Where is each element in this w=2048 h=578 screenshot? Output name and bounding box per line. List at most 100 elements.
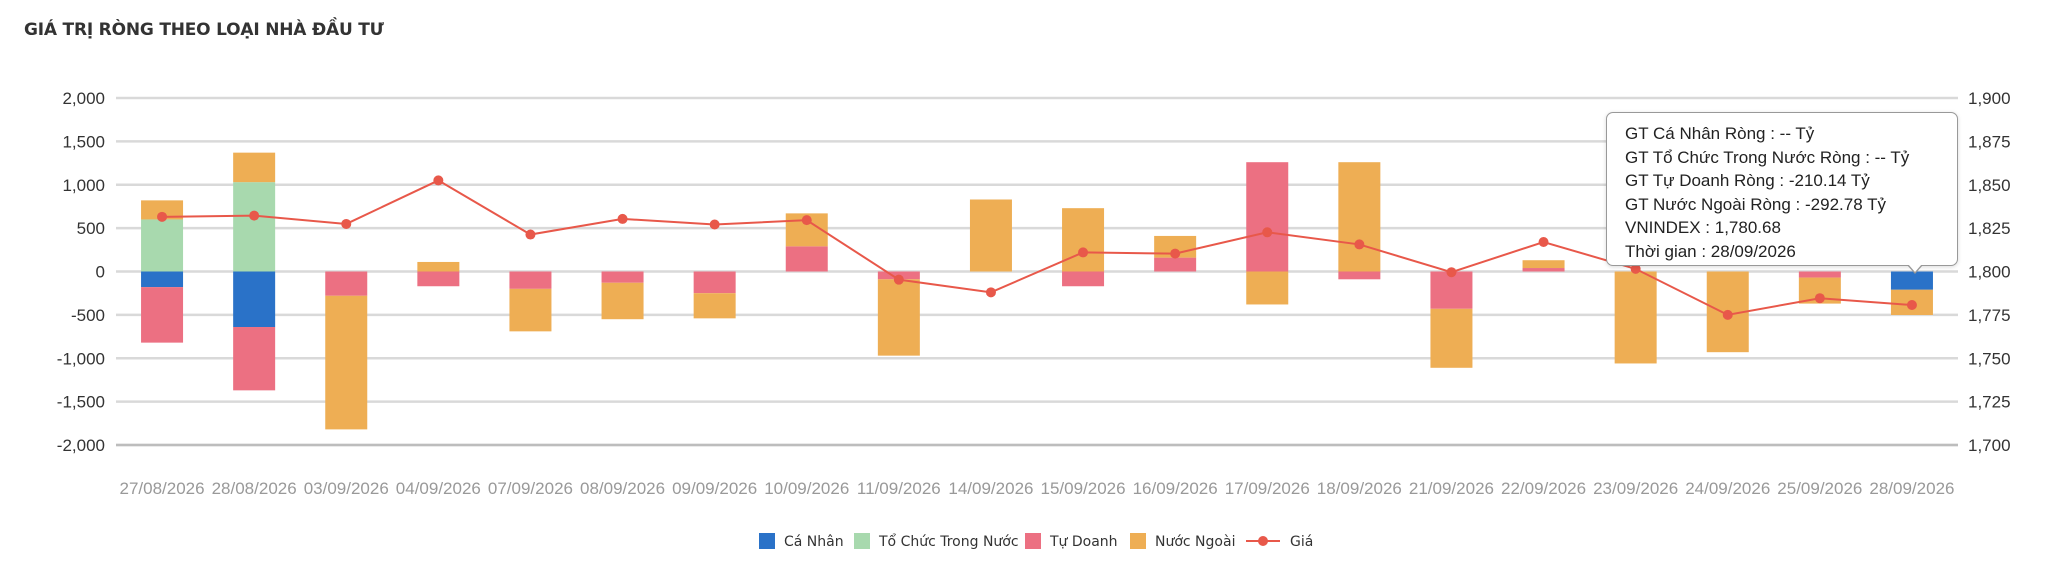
price-point[interactable] bbox=[249, 210, 260, 221]
price-point[interactable] bbox=[1262, 227, 1273, 238]
bar-cá-nhân[interactable] bbox=[233, 271, 276, 328]
legend-item-2[interactable]: Tổ Chức Trong Nước bbox=[854, 533, 1019, 550]
bar-nước-ngoài[interactable] bbox=[1246, 271, 1289, 305]
y-right-tick-label: 1,775 bbox=[1968, 306, 2011, 325]
tooltip-row: GT Nước Ngoài Ròng : -292.78 Tỷ bbox=[1625, 194, 1886, 214]
bar-nước-ngoài[interactable] bbox=[417, 261, 460, 272]
bar-nước-ngoài[interactable] bbox=[1062, 208, 1105, 272]
y-left-tick-label: -1,000 bbox=[57, 349, 105, 368]
bar-nước-ngoài[interactable] bbox=[969, 199, 1012, 272]
price-point[interactable] bbox=[1906, 300, 1917, 311]
price-point[interactable] bbox=[157, 211, 168, 222]
x-tick-label: 03/09/2026 bbox=[304, 479, 389, 498]
price-point[interactable] bbox=[1630, 263, 1641, 274]
legend-item-1[interactable]: Cá Nhân bbox=[759, 533, 844, 550]
x-tick-label: 15/09/2026 bbox=[1041, 479, 1126, 498]
bar-nước-ngoài[interactable] bbox=[1614, 271, 1657, 364]
x-tick-label: 23/09/2026 bbox=[1593, 479, 1678, 498]
price-point[interactable] bbox=[1170, 248, 1181, 259]
y-left-tick-label: 1,000 bbox=[62, 176, 105, 195]
price-point[interactable] bbox=[1722, 309, 1733, 320]
price-point[interactable] bbox=[617, 213, 628, 224]
price-point[interactable] bbox=[1538, 237, 1549, 248]
x-tick-label: 16/09/2026 bbox=[1133, 479, 1218, 498]
bar-tự-doanh[interactable] bbox=[601, 271, 644, 283]
bar-tự-doanh[interactable] bbox=[693, 271, 736, 294]
bar-tự-doanh[interactable] bbox=[417, 271, 460, 287]
bar-tự-doanh[interactable] bbox=[1798, 271, 1841, 278]
price-point[interactable] bbox=[985, 287, 996, 298]
x-tick-label: 17/09/2026 bbox=[1225, 479, 1310, 498]
x-tick-label: 07/09/2026 bbox=[488, 479, 573, 498]
x-tick-label: 14/09/2026 bbox=[948, 479, 1033, 498]
y-left-tick-label: -500 bbox=[71, 306, 105, 325]
x-axis: 27/08/2026 28/08/2026 03/09/2026 04/09/2026… bbox=[120, 479, 1955, 498]
legend-swatch bbox=[1130, 533, 1146, 549]
bar-tự-doanh[interactable] bbox=[1154, 257, 1197, 272]
tooltip-caret-inner bbox=[1908, 264, 1922, 272]
legend-item-5[interactable]: Giá bbox=[1246, 534, 1313, 550]
y-left-tick-label: -2,000 bbox=[57, 436, 105, 455]
y-right-tick-label: 1,700 bbox=[1968, 436, 2011, 455]
legend-item-4[interactable]: Nước Ngoài bbox=[1130, 533, 1235, 550]
bar-tự-doanh[interactable] bbox=[233, 327, 276, 391]
bar-nước-ngoài[interactable] bbox=[233, 152, 276, 183]
bar-nước-ngoài[interactable] bbox=[1338, 162, 1381, 272]
tooltip-row: GT Tổ Chức Trong Nước Ròng : -- Tỷ bbox=[1625, 147, 1910, 167]
legend-label: Giá bbox=[1290, 534, 1313, 550]
chart-title: GIÁ TRỊ RÒNG THEO LOẠI NHÀ ĐẦU TƯ bbox=[24, 20, 384, 40]
bar-nước-ngoài[interactable] bbox=[141, 200, 184, 220]
tooltip-row: Thời gian : 28/09/2026 bbox=[1625, 241, 1796, 261]
bar-tự-doanh[interactable] bbox=[1062, 271, 1105, 287]
bar-tổ-chức-trong-nước[interactable] bbox=[141, 219, 184, 272]
bar-cá-nhân[interactable] bbox=[1890, 271, 1933, 290]
price-point[interactable] bbox=[433, 175, 444, 186]
price-point[interactable] bbox=[893, 274, 904, 285]
price-point[interactable] bbox=[801, 215, 812, 226]
x-tick-label: 25/09/2026 bbox=[1777, 479, 1862, 498]
bar-tự-doanh[interactable] bbox=[1522, 268, 1565, 272]
bar-nước-ngoài[interactable] bbox=[325, 295, 368, 430]
x-tick-label: 22/09/2026 bbox=[1501, 479, 1586, 498]
price-point[interactable] bbox=[1814, 293, 1825, 304]
price-point[interactable] bbox=[525, 229, 536, 240]
legend-label: Cá Nhân bbox=[784, 534, 844, 550]
x-tick-label: 04/09/2026 bbox=[396, 479, 481, 498]
bar-tổ-chức-trong-nước[interactable] bbox=[233, 182, 276, 272]
bar-tự-doanh[interactable] bbox=[1338, 271, 1381, 280]
x-tick-label: 28/08/2026 bbox=[212, 479, 297, 498]
y-left-tick-label: -1,500 bbox=[57, 393, 105, 412]
bar-nước-ngoài[interactable] bbox=[1430, 308, 1473, 368]
price-point[interactable] bbox=[341, 218, 352, 229]
x-tick-label: 09/09/2026 bbox=[672, 479, 757, 498]
y-axis-left: 2,000 1,500 1,000 500 0 -500 -1,000 -1,500 -2,00… bbox=[57, 89, 105, 455]
y-right-tick-label: 1,900 bbox=[1968, 89, 2011, 108]
legend-label: Tự Doanh bbox=[1049, 534, 1118, 550]
legend-label: Tổ Chức Trong Nước bbox=[878, 533, 1019, 550]
bar-nước-ngoài[interactable] bbox=[509, 288, 552, 332]
y-left-tick-label: 0 bbox=[96, 263, 105, 282]
y-right-tick-label: 1,750 bbox=[1968, 349, 2011, 368]
bar-tự-doanh[interactable] bbox=[141, 287, 184, 343]
x-tick-label: 24/09/2026 bbox=[1685, 479, 1770, 498]
bar-cá-nhân[interactable] bbox=[141, 271, 184, 288]
bar-nước-ngoài[interactable] bbox=[877, 279, 920, 356]
price-point[interactable] bbox=[1078, 247, 1089, 258]
bar-tự-doanh[interactable] bbox=[325, 271, 368, 296]
bar-nước-ngoài[interactable] bbox=[1522, 260, 1565, 269]
legend-item-3[interactable]: Tự Doanh bbox=[1025, 533, 1118, 550]
price-point[interactable] bbox=[709, 219, 720, 230]
x-tick-label: 18/09/2026 bbox=[1317, 479, 1402, 498]
bar-tự-doanh[interactable] bbox=[509, 271, 552, 289]
bar-nước-ngoài[interactable] bbox=[693, 293, 736, 319]
x-tick-label: 11/09/2026 bbox=[857, 479, 941, 498]
bar-tự-doanh[interactable] bbox=[1430, 271, 1473, 309]
legend: Cá Nhân Tổ Chức Trong Nước Tự Doanh Nước Ng… bbox=[759, 533, 1313, 550]
price-point[interactable] bbox=[1354, 239, 1365, 250]
x-tick-label: 28/09/2026 bbox=[1869, 479, 1954, 498]
bar-tự-doanh[interactable] bbox=[785, 246, 828, 272]
bar-nước-ngoài[interactable] bbox=[601, 282, 644, 320]
price-point[interactable] bbox=[1446, 267, 1457, 278]
bar-tự-doanh[interactable] bbox=[1246, 162, 1289, 272]
